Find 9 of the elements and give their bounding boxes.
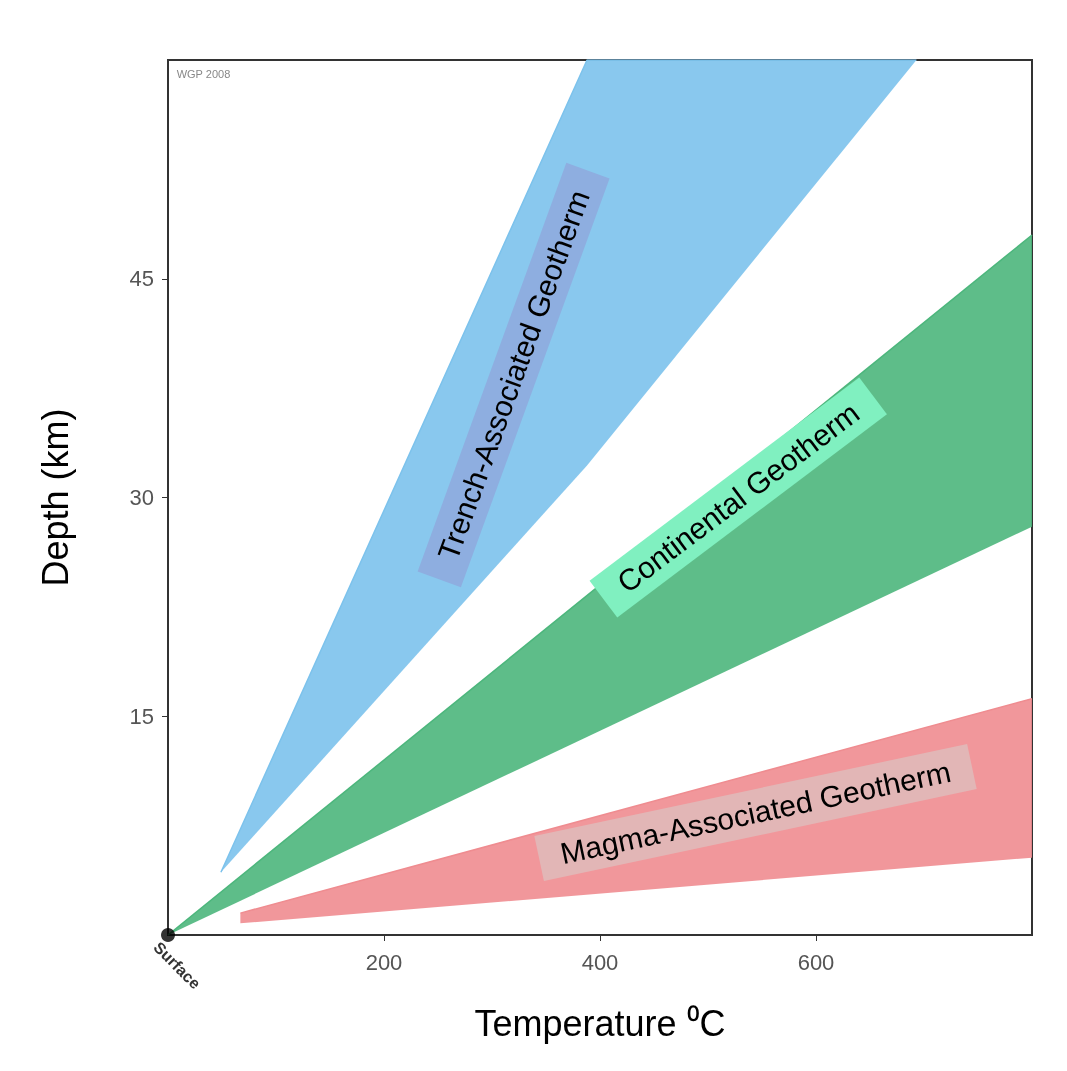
y-tick-label: 45 <box>129 266 154 292</box>
y-axis-title: Depth (km) <box>34 408 76 587</box>
x-tick-label: 200 <box>365 949 403 975</box>
y-tick-label: 15 <box>129 703 154 729</box>
x-axis-title: Temperature ⁰C <box>474 1002 726 1044</box>
annotation: WGP 2008 <box>176 68 231 81</box>
x-tick-label: 600 <box>797 949 835 975</box>
y-tick-label: 30 <box>129 485 154 510</box>
x-tick-label: 400 <box>581 949 619 975</box>
